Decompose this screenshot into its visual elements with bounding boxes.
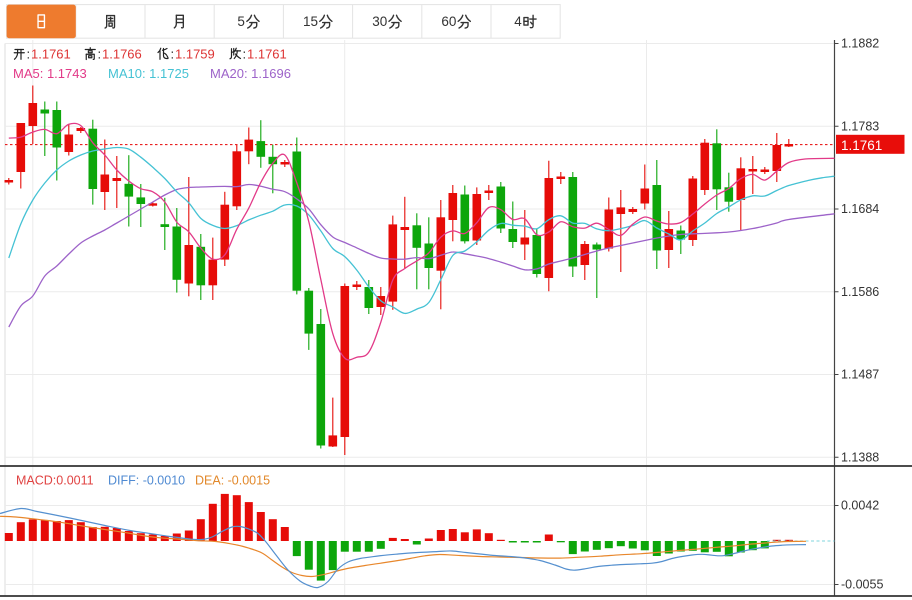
svg-text:1.1487: 1.1487 [841,368,879,382]
svg-text:1.1882: 1.1882 [841,37,879,51]
svg-text:1.1766: 1.1766 [102,47,142,62]
svg-text:MA10: 1.1725: MA10: 1.1725 [108,66,189,81]
svg-text:-0.0055: -0.0055 [841,578,883,592]
svg-text:60: 60 [441,14,456,29]
svg-text:DIFF: -0.0010: DIFF: -0.0010 [108,474,185,488]
svg-text:1.1388: 1.1388 [841,450,879,464]
svg-text:1.1761: 1.1761 [247,47,287,62]
svg-text:30: 30 [372,14,387,29]
svg-text:1.1684: 1.1684 [841,202,879,216]
svg-text:MACD:0.0011: MACD:0.0011 [16,474,94,488]
svg-text::: : [171,47,175,62]
svg-text:0.0042: 0.0042 [841,499,879,513]
svg-text:MA5: 1.1743: MA5: 1.1743 [13,66,87,81]
svg-text:4: 4 [514,14,522,29]
svg-text:15: 15 [303,14,318,29]
svg-text:1.1586: 1.1586 [841,285,879,299]
svg-text::: : [243,47,247,62]
svg-text::: : [98,47,102,62]
svg-text:5: 5 [237,14,245,29]
svg-text:1.1759: 1.1759 [175,47,215,62]
svg-text:1.1761: 1.1761 [841,138,882,153]
svg-text::: : [27,47,31,62]
svg-text:1.1761: 1.1761 [31,47,71,62]
svg-text:1.1783: 1.1783 [841,119,879,133]
svg-text:DEA: -0.0015: DEA: -0.0015 [195,474,270,488]
svg-text:MA20: 1.1696: MA20: 1.1696 [210,66,291,81]
